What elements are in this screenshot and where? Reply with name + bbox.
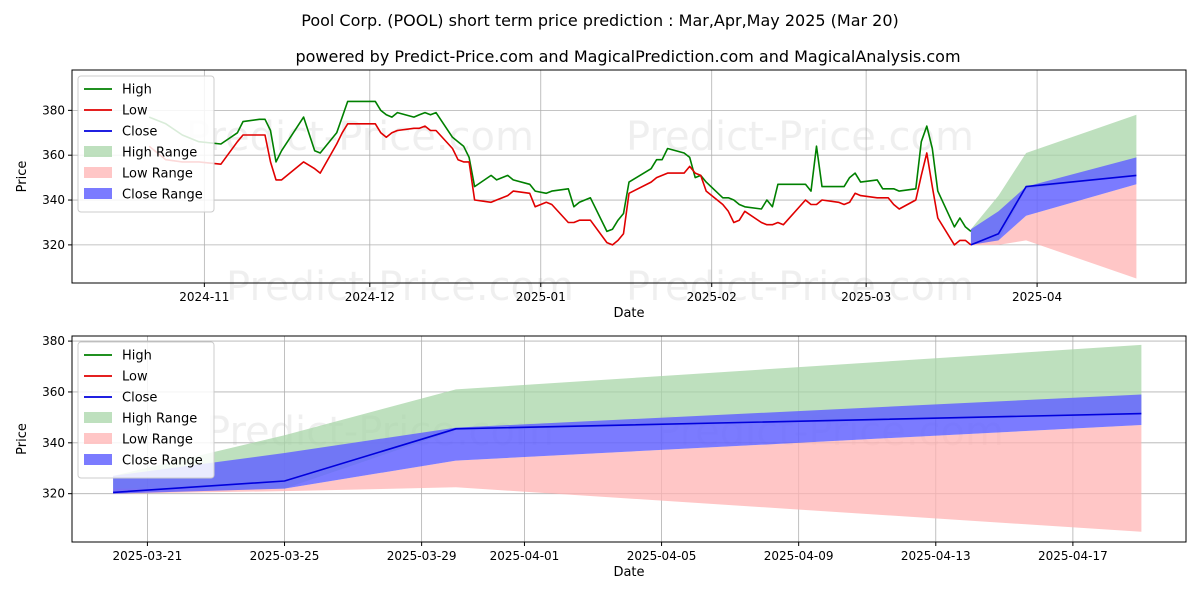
x-tick-label-1-7: 2025-04-17 (1038, 549, 1108, 563)
high-line-0 (148, 100, 972, 233)
bottom-prediction-panel: Predict-Price.comPredict-Price.com2025-0… (15, 334, 1187, 580)
legend-swatch-close-range-1 (84, 454, 112, 465)
axes-frame-0 (71, 69, 1187, 284)
y-tick-label-1-3: 380 (42, 334, 65, 348)
legend-label-close-0: Close (122, 125, 157, 140)
legend-swatch-low-range-1 (84, 433, 112, 444)
legend-label-close-range-1: Close Range (122, 454, 203, 469)
x-tick-label-0-1: 2024-12 (345, 290, 395, 304)
x-tick-label-1-4: 2025-04-05 (627, 549, 697, 563)
x-tick-label-1-1: 2025-03-25 (250, 549, 320, 563)
x-tick-label-0-0: 2024-11 (179, 290, 229, 304)
plot-area-0 (148, 100, 1137, 279)
legend-label-low-0: Low (122, 104, 148, 119)
y-tick-label-0-1: 340 (42, 193, 65, 207)
close-line-1 (113, 412, 1142, 494)
close-line-0 (970, 174, 1137, 246)
x-tick-label-1-0: 2025-03-21 (113, 549, 183, 563)
watermark-0-2: Predict-Price.com (226, 264, 574, 310)
y-tick-label-0-0: 320 (42, 238, 65, 252)
legend-label-high-range-1: High Range (122, 412, 197, 427)
x-tick-label-1-6: 2025-04-13 (901, 549, 971, 563)
chart-title: Pool Corp. (POOL) short term price predi… (301, 11, 899, 30)
x-axis-label-0: Date (613, 306, 644, 321)
legend-1: High Low Close High Range Low Range Close Ran… (77, 341, 215, 479)
legend-swatch-high-range-0 (84, 146, 112, 157)
y-tick-label-0-2: 360 (42, 148, 65, 162)
legend-label-low-range-0: Low Range (122, 167, 193, 182)
legend-label-high-range-0: High Range (122, 146, 197, 161)
plot-area-1 (113, 344, 1142, 532)
legend-swatch-high-range-1 (84, 412, 112, 423)
y-axis-label-0: Price (15, 161, 30, 193)
axes-frame-1 (71, 335, 1187, 543)
low-range-band-0 (970, 184, 1137, 279)
legend-0: High Low Close High Range Low Range Close Ran… (77, 75, 215, 213)
x-tick-label-0-3: 2025-02 (687, 290, 737, 304)
chart-subtitle: powered by Predict-Price.com and Magical… (295, 47, 960, 66)
y-axis-label-1: Price (15, 423, 30, 455)
watermark-0-0: Predict-Price.com (186, 114, 534, 160)
legend-label-low-range-1: Low Range (122, 433, 193, 448)
x-tick-label-1-5: 2025-04-09 (764, 549, 834, 563)
legend-label-low-1: Low (122, 370, 148, 385)
x-tick-label-1-2: 2025-03-29 (387, 549, 457, 563)
x-axis-label-1: Date (613, 565, 644, 580)
y-tick-label-1-0: 320 (42, 487, 65, 501)
legend-swatch-low-range-0 (84, 167, 112, 178)
low-range-band-1 (113, 425, 1142, 532)
top-price-panel: Predict-Price.com Predict-Price.com Predic… (15, 69, 1187, 321)
legend-label-high-1: High (122, 349, 152, 364)
legend-swatch-close-range-0 (84, 188, 112, 199)
y-tick-label-1-2: 360 (42, 385, 65, 399)
x-tick-label-0-4: 2025-03 (841, 290, 891, 304)
low-line-0 (148, 123, 972, 246)
legend-label-close-range-0: Close Range (122, 188, 203, 203)
legend-label-close-1: Close (122, 391, 157, 406)
x-tick-label-1-3: 2025-04-01 (490, 549, 560, 563)
watermark-0-1: Predict-Price.com (626, 114, 974, 160)
x-tick-label-0-5: 2025-04 (1012, 290, 1062, 304)
x-tick-label-0-2: 2025-01 (516, 290, 566, 304)
y-tick-label-0-3: 380 (42, 103, 65, 117)
watermark-0-3: Predict-Price.com (626, 264, 974, 310)
y-tick-label-1-1: 340 (42, 436, 65, 450)
legend-label-high-0: High (122, 83, 152, 98)
